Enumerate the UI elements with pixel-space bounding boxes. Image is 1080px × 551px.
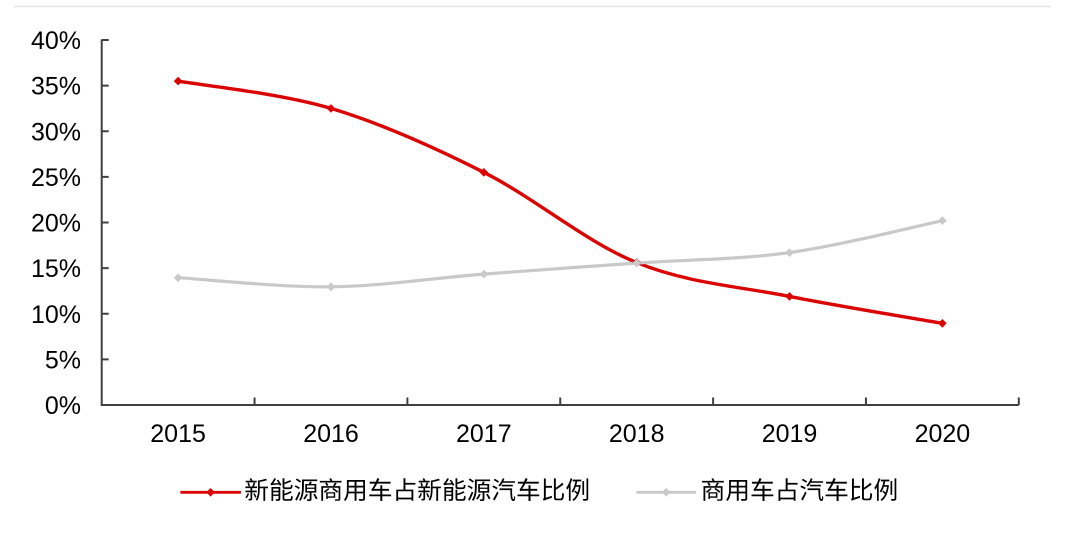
svg-text:25%: 25% (31, 164, 81, 192)
svg-text:2017: 2017 (456, 420, 512, 448)
svg-text:2015: 2015 (150, 420, 206, 448)
svg-text:40%: 40% (31, 27, 81, 55)
svg-text:15%: 15% (31, 255, 81, 283)
svg-text:20%: 20% (31, 210, 81, 238)
svg-text:30%: 30% (31, 118, 81, 146)
svg-text:2016: 2016 (303, 420, 359, 448)
svg-text:2020: 2020 (915, 420, 971, 448)
svg-text:35%: 35% (31, 73, 81, 101)
svg-text:2019: 2019 (762, 420, 818, 448)
svg-text:5%: 5% (45, 347, 81, 375)
svg-text:0%: 0% (45, 392, 81, 420)
svg-text:10%: 10% (31, 301, 81, 329)
svg-text:2018: 2018 (609, 420, 665, 448)
